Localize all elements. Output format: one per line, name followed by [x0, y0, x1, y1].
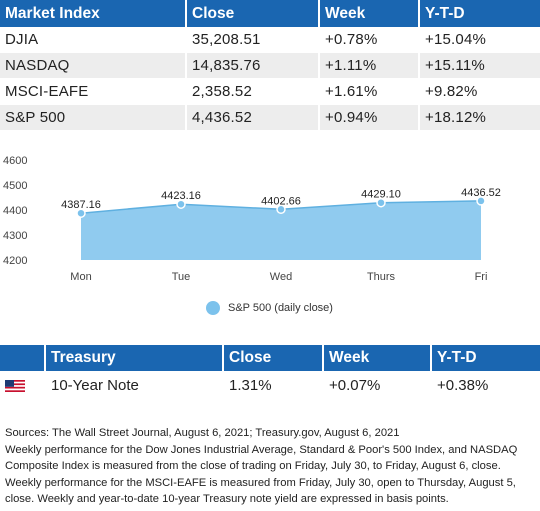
header-flag-spacer	[0, 345, 46, 371]
series-area	[81, 200, 481, 260]
treasury-table-header: Treasury Close Week Y-T-D	[0, 345, 540, 371]
data-point	[476, 196, 486, 206]
data-label: 4423.16	[161, 190, 201, 202]
header-close: Close	[186, 0, 320, 27]
x-tick-label: Thurs	[367, 271, 396, 283]
market-index-table: Market Index Close Week Y-T-D DJIA 35,20…	[0, 0, 540, 131]
index-week: +0.78%	[319, 27, 420, 53]
header-week: Week	[323, 345, 432, 371]
treasury-close: 1.31%	[223, 371, 324, 399]
methodology-note: Weekly performance for the Dow Jones Ind…	[5, 443, 518, 506]
market-table-header: Market Index Close Week Y-T-D	[0, 0, 540, 27]
header-treasury: Treasury	[45, 345, 224, 371]
index-close: 14,835.76	[186, 52, 320, 79]
data-label: 4436.52	[461, 187, 501, 199]
sources-note: Sources: The Wall Street Journal, August…	[5, 427, 400, 439]
index-ytd: +18.12%	[419, 104, 540, 131]
flag-cell	[0, 371, 46, 399]
index-week: +0.94%	[319, 104, 420, 131]
table-row: DJIA 35,208.51 +0.78% +15.04%	[0, 27, 540, 53]
index-ytd: +15.04%	[419, 27, 540, 53]
table-row: MSCI-EAFE 2,358.52 +1.61% +9.82%	[0, 78, 540, 105]
index-name: DJIA	[0, 27, 187, 53]
treasury-table: Treasury Close Week Y-T-D 10-Year Note 1…	[0, 345, 540, 399]
table-row: NASDAQ 14,835.76 +1.11% +15.11%	[0, 52, 540, 79]
chart-legend: S&P 500 (daily close)	[206, 301, 333, 315]
index-name: MSCI-EAFE	[0, 78, 187, 105]
y-tick-label: 4300	[3, 230, 27, 242]
index-close: 35,208.51	[186, 27, 320, 53]
header-market-index: Market Index	[0, 0, 187, 27]
index-week: +1.61%	[319, 78, 420, 105]
x-tick-label: Wed	[270, 271, 292, 283]
index-name: NASDAQ	[0, 52, 187, 79]
legend-label: S&P 500 (daily close)	[228, 302, 333, 314]
footnotes: Sources: The Wall Street Journal, August…	[5, 425, 537, 508]
x-tick-label: Tue	[172, 271, 191, 283]
index-ytd: +9.82%	[419, 78, 540, 105]
index-close: 4,436.52	[186, 104, 320, 131]
x-tick-label: Fri	[475, 271, 488, 283]
y-tick-label: 4400	[3, 205, 27, 217]
index-week: +1.11%	[319, 52, 420, 79]
data-label: 4402.66	[261, 195, 301, 207]
data-point	[376, 197, 386, 208]
legend-swatch	[206, 301, 220, 315]
treasury-week: +0.07%	[323, 371, 432, 399]
sp500-area-chart: 4200 4300 4400 4500 4600 4387.16 4423.16 4402.6…	[3, 155, 501, 283]
header-week: Week	[319, 0, 420, 27]
index-ytd: +15.11%	[419, 52, 540, 79]
table-row: 10-Year Note 1.31% +0.07% +0.38%	[0, 371, 540, 399]
data-point	[176, 199, 186, 209]
data-label: 4429.10	[361, 189, 401, 201]
header-close: Close	[223, 345, 324, 371]
data-point	[276, 204, 286, 215]
x-tick-label: Mon	[70, 271, 91, 283]
treasury-ytd: +0.38%	[431, 371, 540, 399]
y-tick-label: 4600	[3, 155, 27, 167]
header-ytd: Y-T-D	[419, 0, 540, 27]
treasury-name: 10-Year Note	[45, 371, 224, 399]
index-close: 2,358.52	[186, 78, 320, 105]
us-flag-icon	[5, 379, 25, 392]
y-tick-label: 4500	[3, 180, 27, 192]
y-tick-label: 4200	[3, 255, 27, 267]
header-ytd: Y-T-D	[431, 345, 540, 371]
data-label: 4387.16	[61, 199, 101, 211]
index-name: S&P 500	[0, 104, 187, 131]
data-point	[76, 208, 86, 218]
table-row: S&P 500 4,436.52 +0.94% +18.12%	[0, 104, 540, 131]
